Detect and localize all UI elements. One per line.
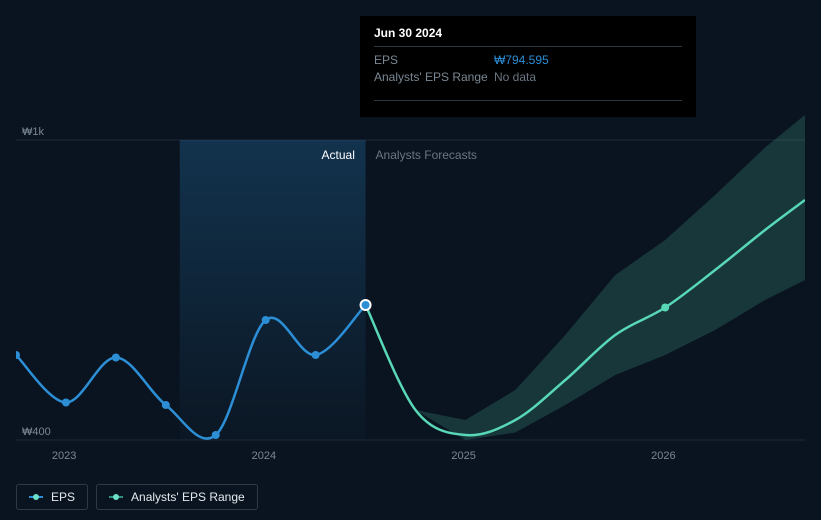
legend-item-label: EPS: [51, 490, 75, 504]
tooltip-row: Analysts' EPS Range No data: [374, 70, 682, 84]
y-axis-label: ₩400: [22, 426, 51, 438]
x-axis-label: 2026: [651, 450, 675, 462]
legend-item-eps-range[interactable]: Analysts' EPS Range: [96, 484, 258, 510]
legend-swatch-icon: [109, 492, 123, 502]
legend-swatch-icon: [29, 492, 43, 502]
x-axis-label: 2025: [451, 450, 475, 462]
x-axis-label: 2023: [52, 450, 76, 462]
tooltip-divider: [374, 46, 682, 47]
chart-tooltip: Jun 30 2024 EPS ₩794.595 Analysts' EPS R…: [360, 16, 696, 117]
y-axis-label: ₩1k: [22, 126, 44, 138]
tooltip-row-value: ₩794.595: [494, 53, 549, 67]
chart-legend: EPS Analysts' EPS Range: [16, 484, 258, 510]
region-label-actual: Actual: [322, 148, 355, 162]
legend-item-eps[interactable]: EPS: [16, 484, 88, 510]
legend-item-label: Analysts' EPS Range: [131, 490, 245, 504]
tooltip-row-value: No data: [494, 70, 536, 84]
region-label-forecast: Analysts Forecasts: [376, 148, 477, 162]
tooltip-row-label: EPS: [374, 53, 494, 67]
x-axis-label: 2024: [252, 450, 276, 462]
tooltip-divider: [374, 100, 682, 101]
tooltip-row: EPS ₩794.595: [374, 53, 682, 67]
tooltip-row-label: Analysts' EPS Range: [374, 70, 494, 84]
tooltip-date: Jun 30 2024: [374, 26, 682, 40]
